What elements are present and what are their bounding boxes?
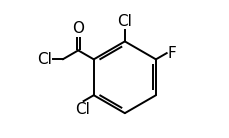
Text: O: O (72, 21, 84, 36)
Text: Cl: Cl (117, 14, 132, 29)
Text: F: F (167, 46, 176, 61)
Text: Cl: Cl (76, 102, 90, 117)
Text: Cl: Cl (38, 52, 52, 67)
